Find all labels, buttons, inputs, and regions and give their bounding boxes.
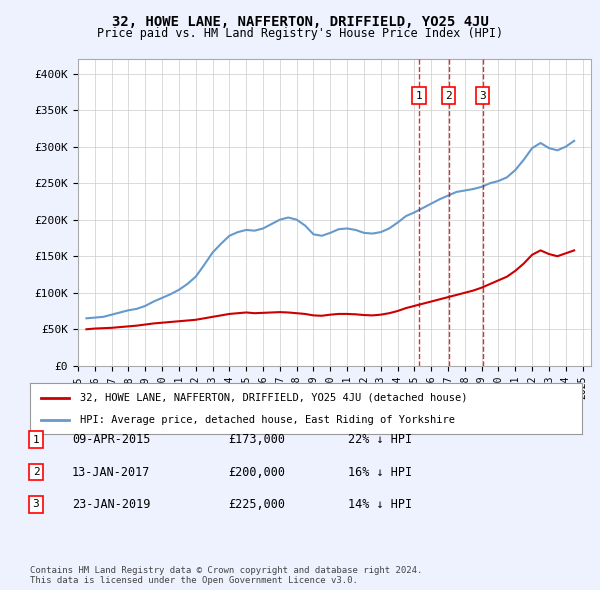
Text: 2: 2	[32, 467, 40, 477]
Text: 32, HOWE LANE, NAFFERTON, DRIFFIELD, YO25 4JU: 32, HOWE LANE, NAFFERTON, DRIFFIELD, YO2…	[112, 15, 488, 29]
Text: Price paid vs. HM Land Registry's House Price Index (HPI): Price paid vs. HM Land Registry's House …	[97, 27, 503, 40]
Text: 32, HOWE LANE, NAFFERTON, DRIFFIELD, YO25 4JU (detached house): 32, HOWE LANE, NAFFERTON, DRIFFIELD, YO2…	[80, 392, 467, 402]
Text: 2: 2	[445, 90, 452, 100]
Text: 13-JAN-2017: 13-JAN-2017	[72, 466, 151, 478]
Text: 09-APR-2015: 09-APR-2015	[72, 433, 151, 446]
Text: 22% ↓ HPI: 22% ↓ HPI	[348, 433, 412, 446]
Text: 23-JAN-2019: 23-JAN-2019	[72, 498, 151, 511]
Text: 3: 3	[479, 90, 486, 100]
Text: This data is licensed under the Open Government Licence v3.0.: This data is licensed under the Open Gov…	[30, 576, 358, 585]
Text: 16% ↓ HPI: 16% ↓ HPI	[348, 466, 412, 478]
Text: £200,000: £200,000	[228, 466, 285, 478]
Text: HPI: Average price, detached house, East Riding of Yorkshire: HPI: Average price, detached house, East…	[80, 415, 455, 425]
Text: 1: 1	[416, 90, 422, 100]
Text: £173,000: £173,000	[228, 433, 285, 446]
Text: 3: 3	[32, 500, 40, 509]
Text: 14% ↓ HPI: 14% ↓ HPI	[348, 498, 412, 511]
Text: Contains HM Land Registry data © Crown copyright and database right 2024.: Contains HM Land Registry data © Crown c…	[30, 566, 422, 575]
Text: £225,000: £225,000	[228, 498, 285, 511]
Text: 1: 1	[32, 435, 40, 444]
